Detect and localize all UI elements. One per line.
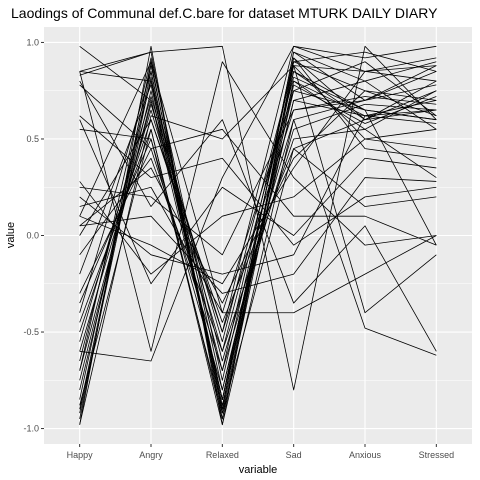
y-axis-label: value bbox=[5, 222, 17, 248]
series-line-29 bbox=[79, 84, 437, 246]
series-line-18 bbox=[79, 103, 437, 372]
series-line-34 bbox=[79, 65, 437, 425]
series-line-15 bbox=[79, 84, 437, 420]
series-line-40 bbox=[79, 76, 437, 414]
y-tick-label: -1.0 bbox=[23, 424, 39, 434]
series-line-12 bbox=[79, 76, 437, 352]
series-line-19 bbox=[79, 57, 437, 401]
y-tick-label: 1.0 bbox=[26, 37, 39, 47]
series-line-35 bbox=[79, 177, 437, 294]
x-tick-label: Sad bbox=[286, 450, 302, 460]
series-line-24 bbox=[79, 109, 437, 275]
x-tick-label: Stressed bbox=[419, 450, 455, 460]
series-line-26 bbox=[79, 128, 437, 275]
series-line-36 bbox=[79, 186, 437, 314]
y-tick-labels: -1.0 -0.5 0.0 0.5 1.0 bbox=[23, 37, 44, 434]
y-tick-label: 0.0 bbox=[26, 231, 39, 241]
y-tick-label: 0.5 bbox=[26, 134, 39, 144]
series-line-33 bbox=[79, 45, 437, 362]
x-tick-label: Anxious bbox=[349, 450, 382, 460]
series-lines bbox=[79, 45, 437, 426]
series-line-31 bbox=[79, 61, 437, 352]
series-line-32 bbox=[79, 45, 437, 391]
series-line-30 bbox=[79, 80, 437, 352]
series-line-25 bbox=[79, 84, 437, 256]
x-tick-labels: Happy Angry Relaxed Sad Anxious Stressed bbox=[67, 444, 454, 460]
series-line-23 bbox=[79, 65, 437, 285]
series-line-41 bbox=[79, 61, 437, 314]
x-tick-label: Relaxed bbox=[206, 450, 239, 460]
y-tick-label: -0.5 bbox=[23, 327, 39, 337]
x-axis-label: variable bbox=[239, 464, 278, 476]
series-line-37 bbox=[79, 119, 437, 426]
series-line-39 bbox=[79, 45, 437, 371]
series-line-22 bbox=[79, 90, 437, 304]
x-tick-label: Happy bbox=[67, 450, 94, 460]
series-line-38 bbox=[79, 128, 437, 414]
x-tick-label: Angry bbox=[139, 450, 163, 460]
chart-title: Laodings of Communal def.C.bare for data… bbox=[11, 5, 438, 21]
